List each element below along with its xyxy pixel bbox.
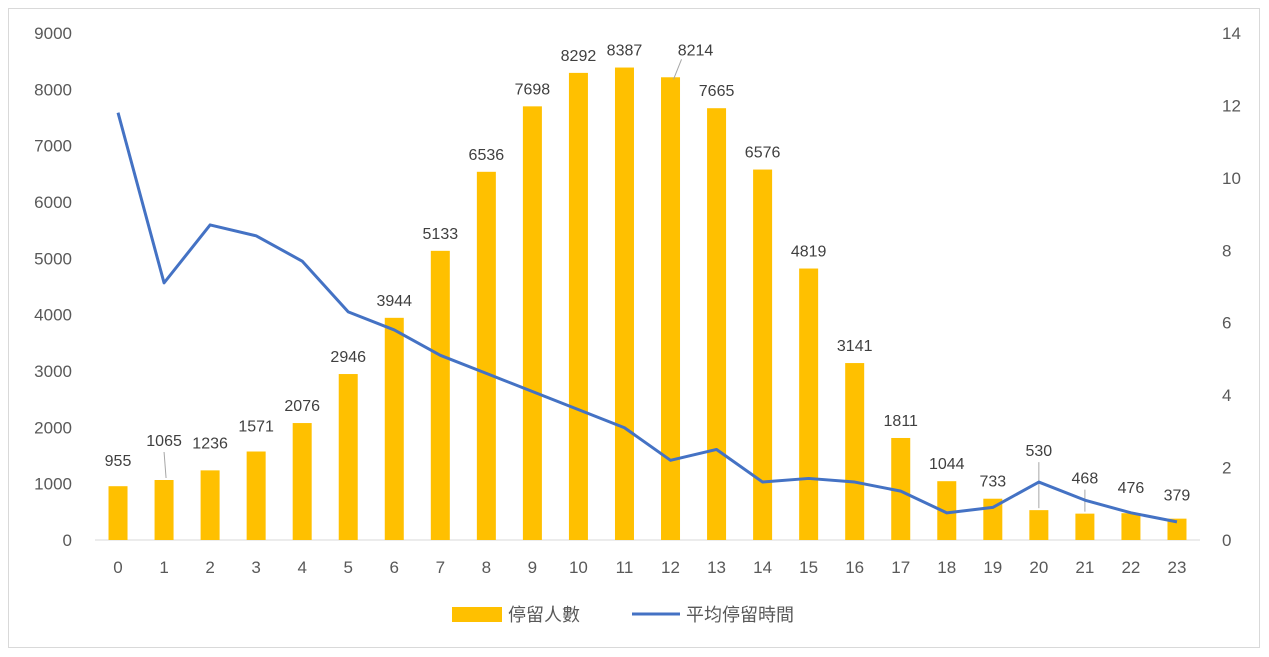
x-axis-tick-label: 8 — [482, 558, 491, 577]
bar — [1167, 518, 1187, 540]
bar — [154, 480, 174, 540]
bar — [292, 423, 312, 540]
x-axis-tick-label: 14 — [753, 558, 772, 577]
bar-data-label: 379 — [1164, 488, 1191, 505]
bar — [568, 72, 588, 540]
x-axis-tick-label: 22 — [1121, 558, 1140, 577]
x-axis-tick-label: 5 — [343, 558, 352, 577]
bar-data-label: 733 — [979, 474, 1006, 491]
right-axis-tick-label: 2 — [1222, 459, 1231, 478]
bar — [937, 481, 957, 540]
bar-data-label: 2946 — [330, 349, 366, 366]
x-axis-tick-label: 19 — [983, 558, 1002, 577]
bar — [476, 171, 496, 540]
bar — [384, 317, 404, 540]
left-axis-tick-label: 2000 — [34, 418, 72, 437]
bar-data-label: 955 — [105, 453, 132, 470]
line-series — [116, 112, 1178, 524]
right-axis-tick-label: 10 — [1222, 169, 1241, 188]
bar — [200, 470, 220, 540]
bar — [1029, 510, 1049, 540]
bar-data-label: 3141 — [837, 338, 873, 355]
right-axis-tick-label: 14 — [1222, 24, 1241, 43]
bar-data-label: 530 — [1026, 443, 1053, 460]
bar — [1121, 513, 1141, 540]
bar-data-label: 4819 — [791, 244, 827, 261]
x-axis-tick-label: 7 — [436, 558, 445, 577]
bar — [1075, 513, 1095, 540]
left-axis-tick-label: 8000 — [34, 80, 72, 99]
bar-data-label: 5133 — [423, 226, 459, 243]
bar-data-label: 1236 — [192, 435, 228, 452]
x-axis-tick-label: 6 — [390, 558, 399, 577]
bar — [891, 437, 911, 540]
data-label-leader-line — [163, 451, 167, 479]
x-axis-tick-label: 20 — [1029, 558, 1048, 577]
x-axis-tick-label: 13 — [707, 558, 726, 577]
left-axis-tick-label: 5000 — [34, 249, 72, 268]
x-axis-tick-label: 2 — [205, 558, 214, 577]
bar — [246, 451, 266, 540]
right-axis-tick-label: 12 — [1222, 96, 1241, 115]
left-axis-tick-label: 3000 — [34, 362, 72, 381]
left-axis-tick-label: 0 — [63, 531, 72, 550]
bar — [799, 268, 819, 540]
left-axis-tick-label: 7000 — [34, 137, 72, 156]
x-axis-tick-label: 23 — [1168, 558, 1187, 577]
bar — [661, 77, 681, 540]
chart-frame — [8, 8, 1260, 648]
x-axis-tick-label: 9 — [528, 558, 537, 577]
bar — [430, 250, 450, 540]
x-axis-tick-label: 18 — [937, 558, 956, 577]
left-axis-tick-label: 1000 — [34, 475, 72, 494]
legend-line-label: 平均停留時間 — [686, 605, 794, 626]
left-axis-tick-label: 4000 — [34, 306, 72, 325]
x-axis-tick-label: 11 — [616, 558, 634, 577]
bar — [338, 374, 358, 540]
x-axis-tick-label: 16 — [845, 558, 864, 577]
bar-data-label: 1065 — [146, 433, 182, 450]
left-axis-tick-label: 9000 — [34, 24, 72, 43]
x-axis-tick-label: 15 — [799, 558, 818, 577]
legend-bar-swatch — [452, 607, 502, 622]
right-axis-tick-label: 0 — [1222, 531, 1231, 550]
left-axis-tick-label: 6000 — [34, 193, 72, 212]
bar — [845, 363, 865, 540]
x-axis-tick-label: 3 — [251, 558, 260, 577]
right-axis-tick-label: 4 — [1222, 386, 1231, 405]
bar — [108, 486, 128, 540]
bar-data-label: 8214 — [678, 42, 714, 59]
right-axis-tick-label: 8 — [1222, 241, 1231, 260]
bar-data-label: 6536 — [469, 147, 505, 164]
x-axis-tick-label: 21 — [1075, 558, 1094, 577]
right-axis-tick-label: 6 — [1222, 314, 1231, 333]
bar-data-label: 1571 — [238, 419, 274, 436]
bar-data-label: 3944 — [376, 293, 412, 310]
legend-bar-label: 停留人數 — [508, 605, 580, 626]
x-axis-tick-label: 17 — [891, 558, 910, 577]
x-axis-tick-label: 12 — [661, 558, 680, 577]
bar-data-label: 1044 — [929, 456, 965, 473]
bar-data-label: 8292 — [561, 48, 597, 65]
data-label-leader-line — [673, 59, 682, 80]
bar — [522, 106, 542, 540]
bar-data-label: 6576 — [745, 145, 781, 162]
bar-data-label: 7698 — [515, 81, 551, 98]
bar — [707, 108, 727, 540]
x-axis-tick-label: 10 — [569, 558, 588, 577]
bar — [753, 169, 773, 540]
bar — [614, 67, 634, 540]
bar-data-label: 7665 — [699, 83, 735, 100]
bar-data-label: 468 — [1072, 471, 1099, 488]
bar-data-label: 2076 — [284, 398, 320, 415]
x-axis-tick-label: 4 — [297, 558, 306, 577]
x-axis-tick-label: 0 — [113, 558, 122, 577]
x-axis-tick-label: 1 — [159, 558, 168, 577]
bar-data-label: 476 — [1118, 480, 1145, 497]
bar-data-label: 8387 — [607, 43, 643, 60]
bar-data-label: 1811 — [884, 413, 919, 430]
